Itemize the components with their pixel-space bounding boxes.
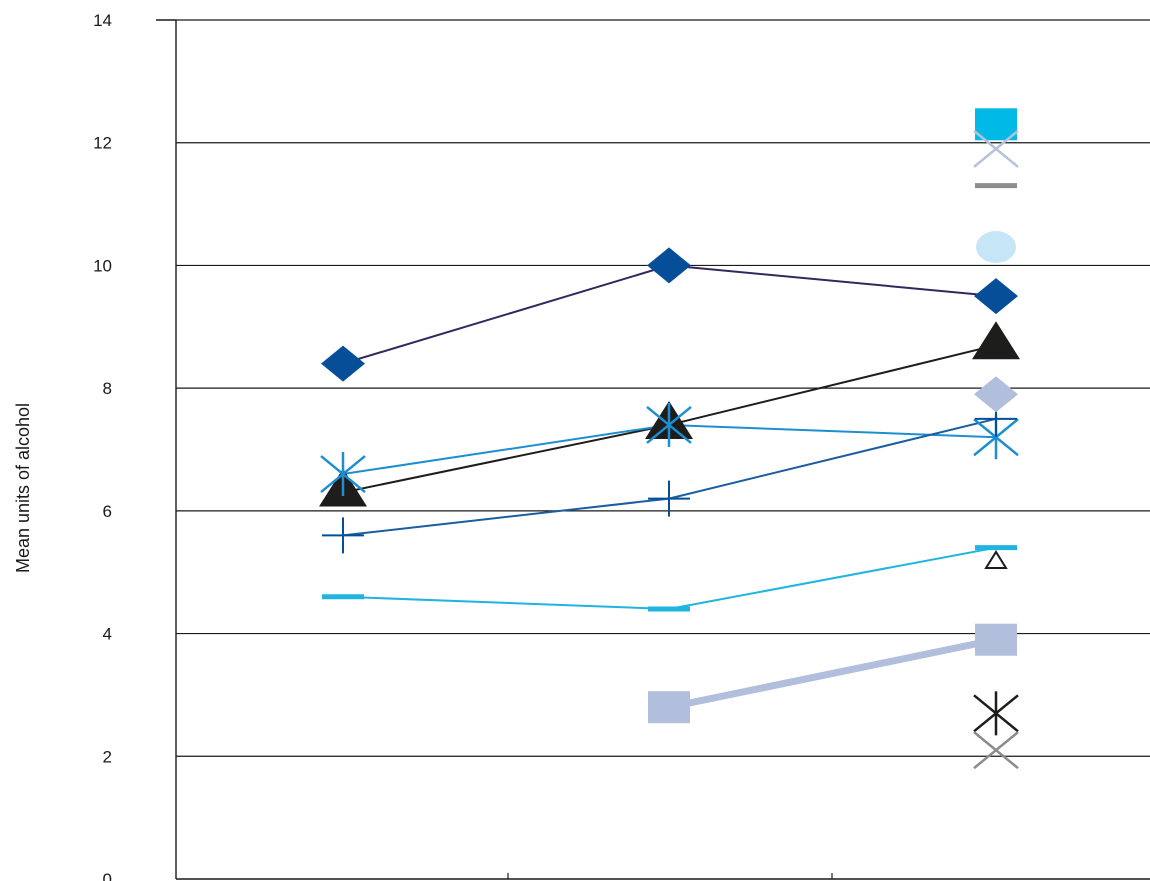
y-tick-label: 2 bbox=[103, 747, 112, 766]
asterisk-marker bbox=[646, 402, 692, 447]
diamond-marker bbox=[647, 247, 691, 284]
series-5-line bbox=[342, 546, 997, 611]
y-tick-label: 14 bbox=[93, 11, 112, 30]
series-6-points bbox=[648, 623, 1017, 724]
x-marker bbox=[973, 129, 1019, 168]
y-tick-label: 0 bbox=[103, 870, 112, 881]
y-tick-label: 10 bbox=[93, 256, 112, 275]
series-3-points bbox=[320, 402, 1019, 497]
series-13-points bbox=[973, 691, 1019, 736]
series-1-points bbox=[321, 247, 1018, 382]
plus-marker bbox=[322, 517, 364, 554]
diamond-marker bbox=[974, 376, 1018, 413]
y-tick-label: 6 bbox=[103, 502, 112, 521]
series-layer bbox=[319, 108, 1020, 770]
axes: 0 2 4 6 8 10 12 14 bbox=[93, 11, 1150, 881]
x-marker-stroke bbox=[973, 731, 1019, 770]
y-tick-label: 12 bbox=[93, 134, 112, 153]
asterisk-marker bbox=[973, 691, 1019, 736]
series-8-points bbox=[973, 129, 1019, 168]
square-marker bbox=[648, 691, 690, 724]
square-marker bbox=[975, 623, 1017, 656]
series-10-points bbox=[976, 231, 1016, 264]
y-tick-label: 8 bbox=[103, 379, 112, 398]
circle-marker bbox=[976, 231, 1016, 264]
series-12-points bbox=[984, 550, 1008, 569]
diamond-marker bbox=[974, 278, 1018, 315]
series-11-points bbox=[974, 376, 1018, 413]
triangle-marker bbox=[972, 321, 1020, 360]
series-6-line bbox=[668, 636, 997, 711]
y-tick-label: 4 bbox=[103, 625, 112, 644]
y-axis-title: Mean units of alcohol bbox=[13, 403, 33, 573]
open-triangle-marker bbox=[984, 550, 1008, 569]
series-7-points bbox=[975, 108, 1017, 141]
series-5-points bbox=[322, 545, 1017, 612]
asterisk-marker bbox=[320, 452, 366, 497]
series-14-points bbox=[973, 731, 1019, 770]
plus-marker bbox=[648, 480, 690, 517]
x-marker bbox=[973, 731, 1019, 770]
x-marker-stroke bbox=[973, 129, 1019, 168]
diamond-marker bbox=[321, 345, 365, 382]
square-marker bbox=[975, 108, 1017, 141]
